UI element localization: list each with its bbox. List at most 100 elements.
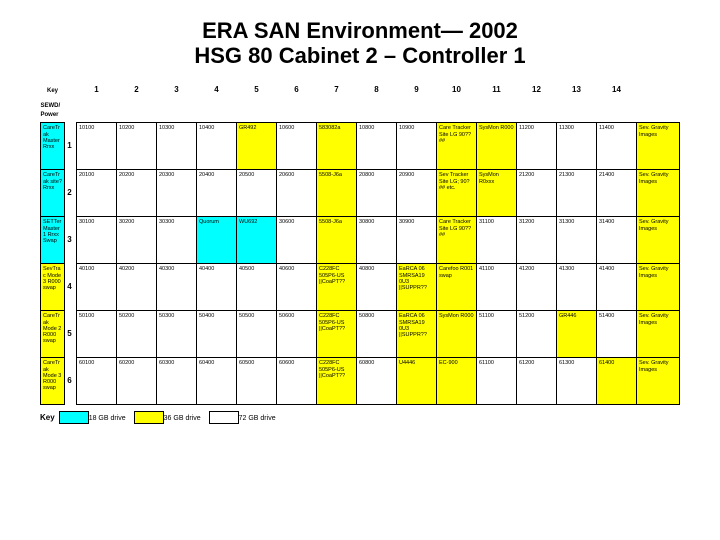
drive-cell: WU692	[237, 217, 277, 264]
drive-cell: 583082a	[317, 123, 357, 170]
drive-cell: 20300	[157, 170, 197, 217]
col-h-8: 8	[357, 83, 397, 98]
grid-row: SevTrac Mode 3 R000 swap4401004020040300…	[41, 264, 680, 311]
legend-item-label: 18 GB drive	[89, 415, 126, 422]
drive-cell: 11400	[597, 123, 637, 170]
drive-cell: 60800	[357, 358, 397, 405]
drive-cell: 50600	[277, 311, 317, 358]
drive-cell: Quorum	[197, 217, 237, 264]
drive-cell: Sev. Gravity Images	[637, 217, 680, 264]
drive-cell: 50500	[237, 311, 277, 358]
drive-cell: C228FC 505P6-US ||CoaPT??	[317, 358, 357, 405]
drive-cell: 50400	[197, 311, 237, 358]
col-h-13: 13	[557, 83, 597, 98]
drive-cell: 10900	[397, 123, 437, 170]
drive-cell: 20400	[197, 170, 237, 217]
legend-item-label: 36 GB drive	[164, 415, 201, 422]
drive-cell: 40100	[77, 264, 117, 311]
drive-cell: 60400	[197, 358, 237, 405]
drive-cell: 20800	[357, 170, 397, 217]
drive-cell: Sev. Gravity Images	[637, 358, 680, 405]
grid-row: SETTer Master 1 Rrxx Swap330100302003030…	[41, 217, 680, 264]
drive-cell: 51100	[477, 311, 517, 358]
drive-cell: 30200	[117, 217, 157, 264]
drive-cell: 10600	[277, 123, 317, 170]
drive-cell: 30800	[357, 217, 397, 264]
drive-cell: 11300	[557, 123, 597, 170]
drive-cell: 61300	[557, 358, 597, 405]
corner-sewd: SEWD/ Power	[41, 98, 65, 123]
legend-swatch	[59, 411, 89, 424]
drive-cell: 10200	[117, 123, 157, 170]
title-line1: ERA SAN Environment— 2002	[40, 18, 680, 43]
row-key-cell: CareTrak Master Rrxx	[41, 123, 65, 170]
drive-cell: C228FC 505P6-US ||CoaPT??	[317, 311, 357, 358]
corner-rowaxis	[65, 83, 77, 98]
col-h-7: 7	[317, 83, 357, 98]
drive-cell: 31400	[597, 217, 637, 264]
drive-cell: 5508-J6a	[317, 217, 357, 264]
legend-swatch	[134, 411, 164, 424]
grid-row: CareTrak Mode 3 R000 swap660100602006030…	[41, 358, 680, 405]
drive-cell: 41100	[477, 264, 517, 311]
col-h-9: 9	[397, 83, 437, 98]
drive-cell: GR446	[557, 311, 597, 358]
drive-cell: 50300	[157, 311, 197, 358]
grid-row: CareTrak site? Rrxx220100202002030020400…	[41, 170, 680, 217]
drive-cell: 61400	[597, 358, 637, 405]
drive-cell: 31200	[517, 217, 557, 264]
row-key-cell: SevTrac Mode 3 R000 swap	[41, 264, 65, 311]
drive-cell: 60200	[117, 358, 157, 405]
col-h-14: 14	[597, 83, 637, 98]
drive-cell: GR492	[237, 123, 277, 170]
drive-cell: 10300	[157, 123, 197, 170]
drive-cell: 41200	[517, 264, 557, 311]
drive-cell: 11200	[517, 123, 557, 170]
drive-cell: Carefoo R001 swap	[437, 264, 477, 311]
drive-cell: 31100	[477, 217, 517, 264]
drive-cell: 30100	[77, 217, 117, 264]
drive-cell: SysMon R0xxx	[477, 170, 517, 217]
col-h-12: 12	[517, 83, 557, 98]
col-h-1: 1	[77, 83, 117, 98]
drive-cell: 50100	[77, 311, 117, 358]
column-subheader-row: SEWD/ Power	[41, 98, 680, 123]
drive-cell: 10100	[77, 123, 117, 170]
drive-cell: 41400	[597, 264, 637, 311]
drive-cell: 20100	[77, 170, 117, 217]
drive-cell: 30600	[277, 217, 317, 264]
drive-cell: 60600	[277, 358, 317, 405]
drive-cell: 21300	[557, 170, 597, 217]
row-number: 4	[65, 264, 77, 311]
drive-cell: 60500	[237, 358, 277, 405]
drive-cell: 40800	[357, 264, 397, 311]
drive-cell: 10400	[197, 123, 237, 170]
grid-row: CareTrak Mode 2 R000 swap550100502005030…	[41, 311, 680, 358]
drive-cell: EaRCA 06 SMRSA19 0U3 ||SUPPR??	[397, 311, 437, 358]
drive-cell: SysMon R000	[437, 311, 477, 358]
drive-cell: 40600	[277, 264, 317, 311]
legend: Key 18 GB drive36 GB drive72 GB drive	[40, 411, 680, 424]
drive-cell: U4446	[397, 358, 437, 405]
drive-cell: 40300	[157, 264, 197, 311]
drive-cell: Sev. Gravity Images	[637, 264, 680, 311]
drive-cell: 51200	[517, 311, 557, 358]
drive-cell: 30900	[397, 217, 437, 264]
drive-cell: 20900	[397, 170, 437, 217]
row-key-cell: CareTrak Mode 2 R000 swap	[41, 311, 65, 358]
drive-cell: 20500	[237, 170, 277, 217]
drive-cell: C228FC 505P6-US ||CoaPT??	[317, 264, 357, 311]
row-number: 1	[65, 123, 77, 170]
drive-cell: 31300	[557, 217, 597, 264]
grid-row: CareTrak Master Rrxx11010010200103001040…	[41, 123, 680, 170]
drive-cell: 40400	[197, 264, 237, 311]
row-key-cell: CareTrak Mode 3 R000 swap	[41, 358, 65, 405]
title-line2: HSG 80 Cabinet 2 – Controller 1	[40, 43, 680, 68]
drive-cell: Sev. Gravity Images	[637, 123, 680, 170]
drive-cell: 21200	[517, 170, 557, 217]
row-number: 5	[65, 311, 77, 358]
drive-cell: 41300	[557, 264, 597, 311]
drive-cell: 61100	[477, 358, 517, 405]
row-key-cell: SETTer Master 1 Rrxx Swap	[41, 217, 65, 264]
drive-cell: EC-900	[437, 358, 477, 405]
